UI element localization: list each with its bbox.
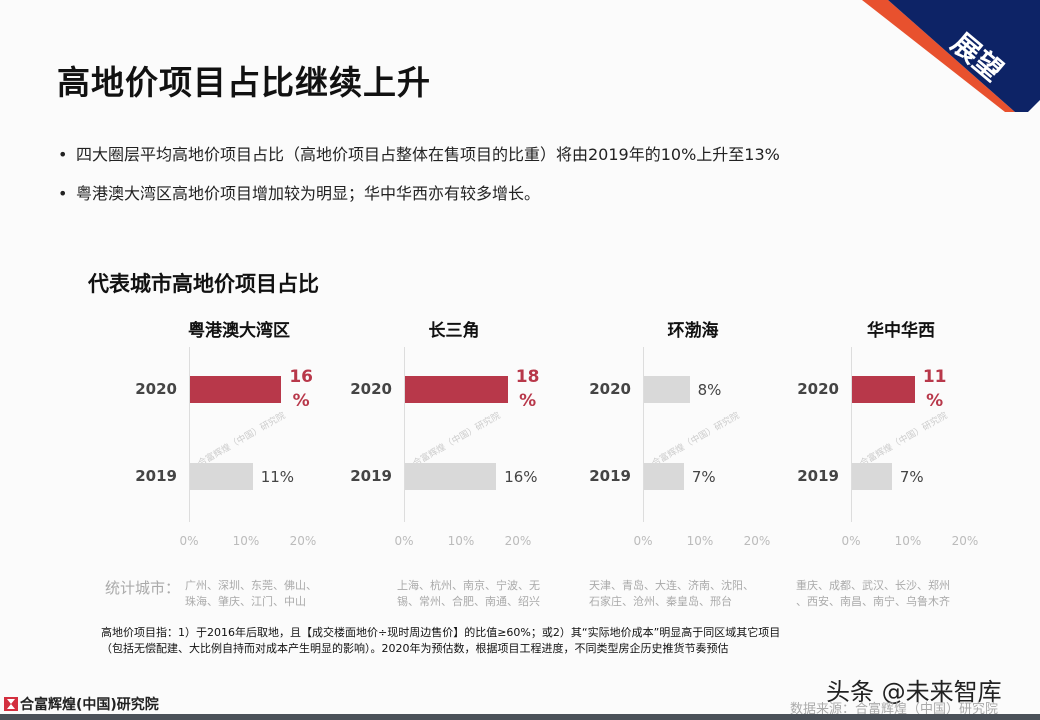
value-label: 11% xyxy=(922,367,947,411)
tick-label: 20% xyxy=(289,534,317,548)
corner-orange-stripe xyxy=(862,0,1015,112)
tick-label: 10% xyxy=(894,534,922,548)
value-label: 7% xyxy=(691,468,716,486)
bar-2020 xyxy=(644,376,690,403)
bar-2019 xyxy=(190,463,253,490)
value-label: 8% xyxy=(697,381,722,399)
tick-label: 0% xyxy=(179,534,199,548)
tick-label: 20% xyxy=(504,534,532,548)
chart-section-title: 代表城市高地价项目占比 xyxy=(88,272,319,296)
year-label: 2020 xyxy=(350,380,392,398)
bar-2019 xyxy=(405,463,497,490)
year-label: 2020 xyxy=(135,380,177,398)
data-source: 数据来源：合富辉煌（中国）研究院 xyxy=(790,702,999,717)
tick-label: 0% xyxy=(394,534,414,548)
company-logo: 合富辉煌(中国)研究院 xyxy=(4,694,159,714)
value-label: 16% xyxy=(504,468,538,486)
bullet-text: 四大圈层平均高地价项目占比（高地价项目占整体在售项目的比重）将由2019年的10… xyxy=(76,145,780,164)
cities-gba: 广州、深圳、东莞、佛山、 珠海、肇庆、江门、中山 xyxy=(185,579,317,608)
footer-bar xyxy=(0,714,1040,720)
chart-title: 粤港澳大湾区 xyxy=(188,321,290,341)
tick-label: 10% xyxy=(232,534,260,548)
bullet-1: • 四大圈层平均高地价项目占比（高地价项目占整体在售项目的比重）将由2019年的1… xyxy=(58,145,780,164)
watermark: 合富辉煌（中国）研究院 xyxy=(411,411,503,470)
cities-label: 统计城市： xyxy=(105,579,181,597)
cities-yrd: 上海、杭州、南京、宁波、无 锡、常州、合肥、南通、绍兴 xyxy=(397,579,540,608)
cities-bohai: 天津、青岛、大连、济南、沈阳、 石家庄、沧州、秦皇岛、邢台 xyxy=(589,579,754,608)
logo-icon xyxy=(4,697,18,711)
tick-label: 0% xyxy=(633,534,653,548)
year-label: 2019 xyxy=(797,467,839,485)
chart-axis xyxy=(404,347,405,522)
tick-label: 10% xyxy=(447,534,475,548)
tick-label: 20% xyxy=(951,534,979,548)
value-label: 11% xyxy=(260,468,295,486)
platform-watermark: 头条 @未来智库 xyxy=(826,678,1002,706)
value-label: 18% xyxy=(515,367,540,411)
year-label: 2019 xyxy=(589,467,631,485)
year-label: 2019 xyxy=(135,467,177,485)
year-label: 2019 xyxy=(350,467,392,485)
value-label: 16% xyxy=(289,367,314,411)
bar-2020 xyxy=(852,376,915,403)
chart-axis xyxy=(643,347,644,522)
value-label: 7% xyxy=(899,468,924,486)
cities-central-west: 重庆、成都、武汉、长沙、郑州 、西安、南昌、南宁、乌鲁木齐 xyxy=(796,579,950,608)
corner-navy-triangle xyxy=(888,0,1040,112)
chart-title: 华中华西 xyxy=(867,321,935,341)
watermark: 合富辉煌（中国）研究院 xyxy=(196,411,288,470)
tick-label: 10% xyxy=(686,534,714,548)
bar-2020 xyxy=(190,376,282,403)
bar-2019 xyxy=(644,463,684,490)
logo-text: 合富辉煌(中国)研究院 xyxy=(20,697,159,713)
bullet-2: • 粤港澳大湾区高地价项目增加较为明显；华中华西亦有较多增长。 xyxy=(58,184,541,203)
chart-title: 长三角 xyxy=(428,321,480,341)
corner-banner xyxy=(862,0,1040,112)
year-label: 2020 xyxy=(797,380,839,398)
bar-2020 xyxy=(405,376,508,403)
watermark: 合富辉煌（中国）研究院 xyxy=(858,411,950,470)
year-label: 2020 xyxy=(589,380,631,398)
chart-title: 环渤海 xyxy=(667,321,719,341)
tick-label: 20% xyxy=(743,534,771,548)
definition-note: 高地价项目指：1）于2016年后取地，且【成交楼面地价÷现时周边售价】的比值≥6… xyxy=(101,626,781,655)
tick-label: 0% xyxy=(841,534,861,548)
page-title: 高地价项目占比继续上升 xyxy=(57,63,431,102)
chart-axis xyxy=(851,347,852,522)
bar-2019 xyxy=(852,463,892,490)
chart-axis xyxy=(189,347,190,522)
bullet-text: 粤港澳大湾区高地价项目增加较为明显；华中华西亦有较多增长。 xyxy=(76,184,541,203)
watermark: 合富辉煌（中国）研究院 xyxy=(650,411,742,470)
